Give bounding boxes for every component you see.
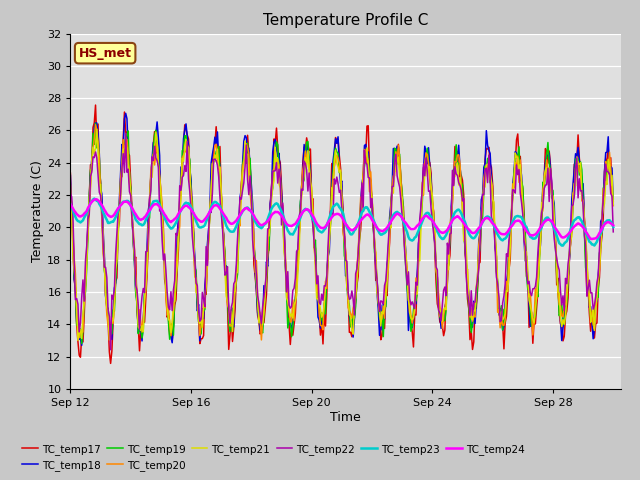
Line: TC_temp19: TC_temp19 [70,123,613,344]
Line: TC_temp24: TC_temp24 [70,199,613,239]
Legend: TC_temp17, TC_temp18, TC_temp19, TC_temp20, TC_temp21, TC_temp22, TC_temp23, TC_: TC_temp17, TC_temp18, TC_temp19, TC_temp… [18,439,529,475]
Line: TC_temp22: TC_temp22 [70,133,613,350]
Line: TC_temp20: TC_temp20 [70,125,613,340]
Line: TC_temp17: TC_temp17 [70,105,613,363]
Text: HS_met: HS_met [79,47,132,60]
X-axis label: Time: Time [330,410,361,424]
Title: Temperature Profile C: Temperature Profile C [263,13,428,28]
Line: TC_temp21: TC_temp21 [70,129,613,340]
Line: TC_temp23: TC_temp23 [70,199,613,246]
Y-axis label: Temperature (C): Temperature (C) [31,160,44,262]
Line: TC_temp18: TC_temp18 [70,113,613,345]
